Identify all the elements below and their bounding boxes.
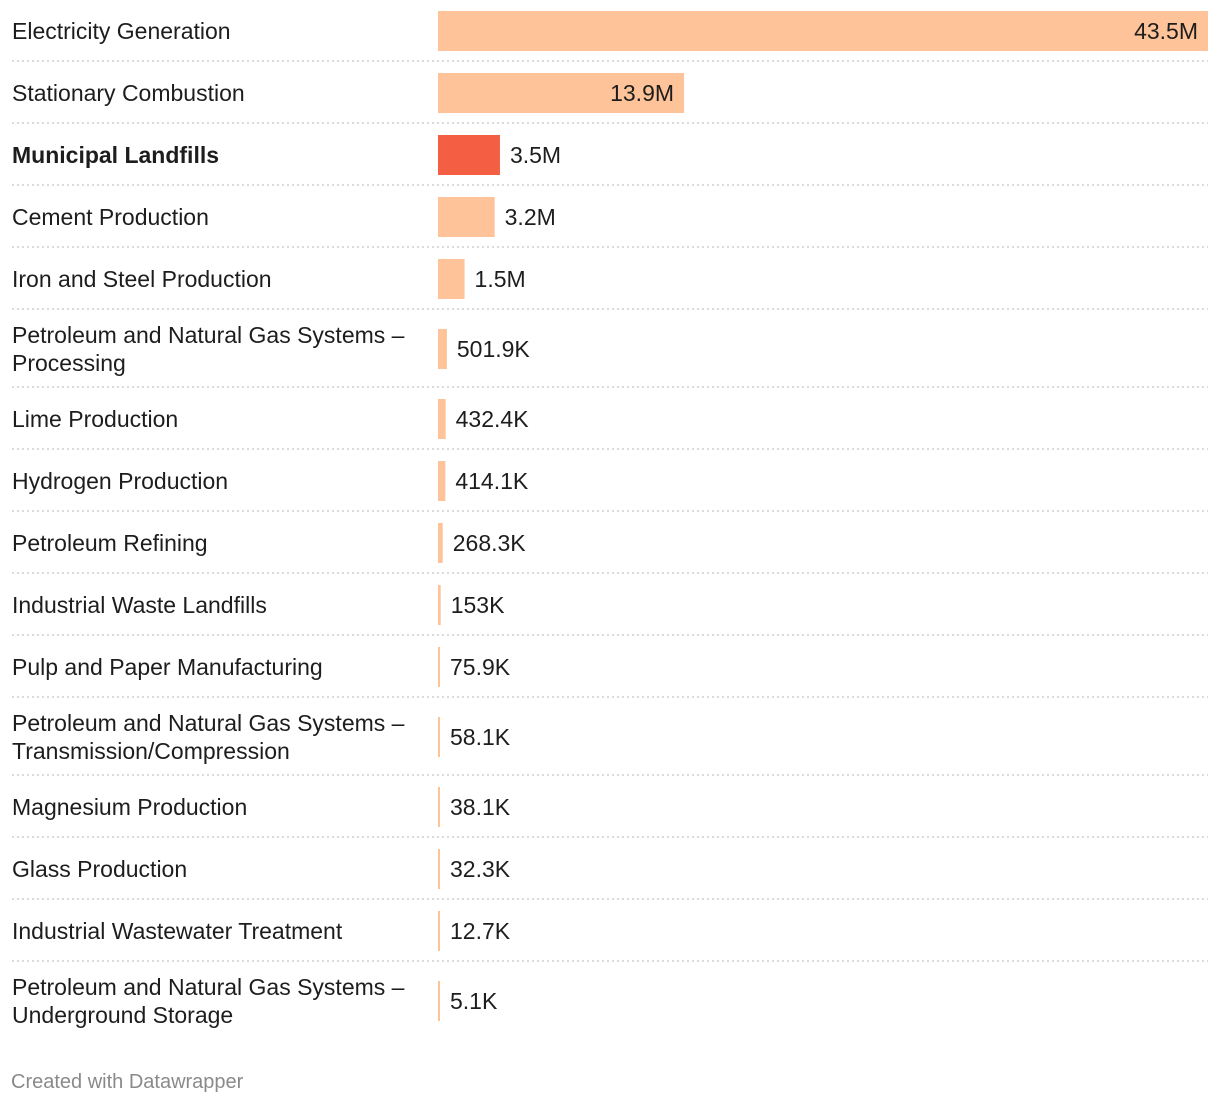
bar [438,787,440,827]
category-label: Cement Production [12,204,209,230]
category-label: Electricity Generation [12,18,231,44]
category-label: Industrial Wastewater Treatment [12,918,343,944]
value-label: 1.5M [475,266,526,292]
value-label: 32.3K [450,856,511,882]
bar [438,329,447,369]
bar [438,647,440,687]
bar [438,399,446,439]
category-label: Lime Production [12,406,178,432]
bar [438,911,440,951]
value-label: 13.9M [610,80,674,106]
value-label: 3.5M [510,142,561,168]
bar [438,849,440,889]
value-label: 432.4K [456,406,530,432]
value-label: 58.1K [450,724,511,750]
value-label: 153K [451,592,505,618]
category-label: Stationary Combustion [12,80,245,106]
category-label: Petroleum Refining [12,530,208,556]
category-label: Iron and Steel Production [12,266,272,292]
value-label: 3.2M [505,204,556,230]
value-label: 75.9K [450,654,511,680]
category-label: Petroleum and Natural Gas Systems – Trans… [12,710,405,764]
value-label: 501.9K [457,336,531,362]
value-label: 43.5M [1134,18,1198,44]
category-label: Magnesium Production [12,794,247,820]
bar [438,461,446,501]
category-label: Petroleum and Natural Gas Systems – Proce… [12,322,405,376]
bar [438,523,443,563]
category-label: Industrial Waste Landfills [12,592,267,618]
bar [438,585,441,625]
bar [438,197,495,237]
bar [438,11,1208,51]
category-label: Hydrogen Production [12,468,228,494]
value-label: 38.1K [450,794,511,820]
value-label: 12.7K [450,918,511,944]
value-label: 268.3K [453,530,527,556]
bar [438,717,440,757]
bar [438,259,465,299]
category-label: Pulp and Paper Manufacturing [12,654,323,680]
bar [438,73,685,113]
category-label: Municipal Landfills [12,142,219,168]
value-label: 414.1K [455,468,529,494]
value-label: 5.1K [450,988,498,1014]
credit-text: Created with Datawrapper [11,1071,244,1093]
bar [438,135,500,175]
bar [438,981,440,1021]
category-label: Glass Production [12,856,187,882]
category-label: Petroleum and Natural Gas Systems – Under… [12,974,405,1028]
